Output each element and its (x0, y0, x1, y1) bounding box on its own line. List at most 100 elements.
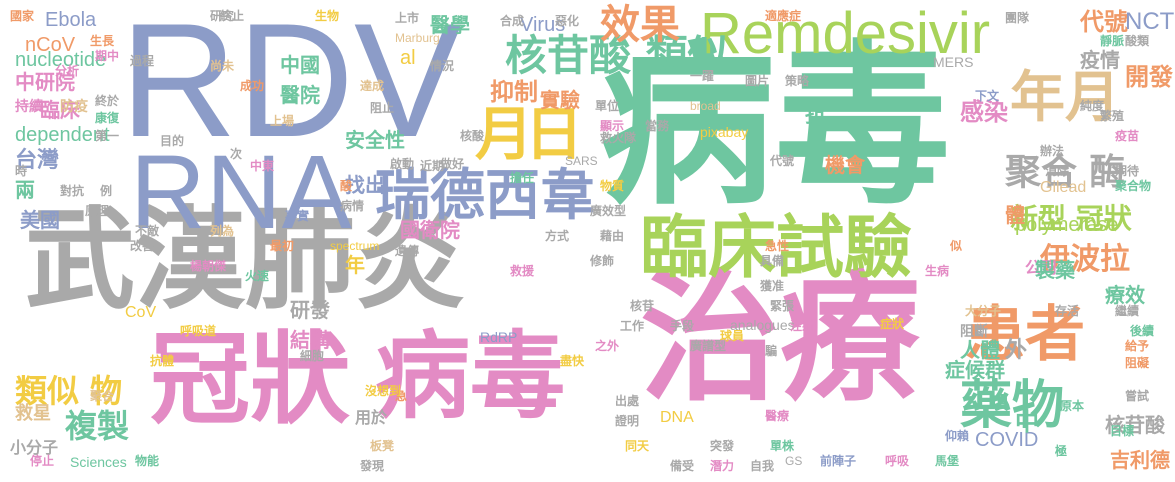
cloud-word: 嘗試 (1125, 390, 1149, 402)
cloud-word: 單位 (595, 100, 619, 112)
cloud-word: 阻止 (370, 102, 394, 114)
cloud-word: 項 (990, 395, 1008, 413)
cloud-word: nCoV (25, 35, 75, 55)
cloud-word: 出處 (615, 395, 639, 407)
cloud-word: 繁殖 (1100, 110, 1124, 122)
cloud-word: 突發 (710, 440, 734, 452)
cloud-word: 球員 (720, 330, 744, 342)
cloud-word: 注射 (790, 320, 814, 332)
cloud-word: 繼續 (1115, 305, 1139, 317)
cloud-word: 酸類 (1125, 35, 1149, 47)
cloud-word: 楊朝傑 (190, 260, 226, 272)
cloud-word: 例 (100, 185, 112, 197)
cloud-word: 達成 (360, 80, 384, 92)
cloud-word: RdRP (480, 330, 517, 344)
cloud-word: 生物 (315, 10, 339, 22)
cloud-word: 自我 (750, 460, 774, 472)
cloud-word: 呼吸 (885, 455, 909, 467)
cloud-word: 馬堡 (935, 455, 959, 467)
cloud-word: MERS (933, 55, 973, 69)
cloud-word: 物能 (135, 455, 159, 467)
cloud-word: 分析 (55, 65, 79, 77)
cloud-word: spectrum (330, 240, 379, 252)
cloud-word: 獲准 (760, 280, 784, 292)
cloud-word: 潛力 (710, 460, 734, 472)
cloud-word: 實驗 (540, 90, 580, 110)
cloud-word: 之外 (595, 340, 619, 352)
cloud-word: 生病 (925, 265, 949, 277)
cloud-word: 消除 (1045, 165, 1069, 177)
cloud-word: 瑞德西韋 (375, 168, 595, 223)
cloud-word: SARS (565, 155, 598, 167)
cloud-word: 發現 (360, 460, 384, 472)
cloud-word: 症候群 (945, 360, 1005, 380)
cloud-word: 上市 (395, 12, 419, 24)
cloud-word: 證明 (615, 415, 639, 427)
cloud-word: 研發 (290, 300, 330, 320)
cloud-word: 第一 (95, 130, 119, 142)
cloud-word: 抑制 (490, 80, 538, 104)
cloud-word: 給予 (1125, 340, 1149, 352)
cloud-word: 感染 (960, 100, 1008, 124)
cloud-word: 大分子 (965, 305, 1001, 317)
cloud-word: 國家 (10, 10, 34, 22)
cloud-word: 年 (345, 255, 365, 275)
cloud-word: 救火隊 (600, 132, 636, 144)
cloud-word: 不敵 (135, 225, 159, 237)
cloud-word: 事實 (285, 210, 309, 222)
cloud-word: 啟動 (390, 158, 414, 170)
cloud-word: 圖片 (745, 75, 769, 87)
cloud-word: 策略 (785, 75, 809, 87)
cloud-word: 療效 (1105, 285, 1145, 305)
cloud-word: 聚合 (90, 390, 114, 402)
cloud-word: 靜脈 (1100, 35, 1124, 47)
cloud-word: 中 (1015, 410, 1039, 434)
cloud-word: 效果 (600, 5, 680, 45)
cloud-word: Gilead (1040, 180, 1086, 196)
cloud-word: 終止 (220, 10, 244, 22)
cloud-word: 改善 (130, 240, 154, 252)
cloud-word: 藥物 (960, 380, 1064, 432)
cloud-word: 似 (950, 240, 962, 252)
cloud-word: 廣效型 (590, 205, 626, 217)
cloud-word: 細胞 (300, 350, 324, 362)
cloud-word: 火速 (245, 270, 269, 282)
cloud-word: 酸 (340, 180, 352, 192)
cloud-word: 防疫 (60, 100, 88, 114)
cloud-word: 目標 (1110, 425, 1134, 437)
cloud-word: 惡化 (555, 15, 579, 27)
cloud-word: 體 (1005, 205, 1025, 225)
cloud-word: 過程 (130, 55, 154, 67)
cloud-word: polymerase (1015, 215, 1118, 235)
cloud-word: 前陣子 (820, 455, 856, 467)
cloud-word: 上場 (270, 115, 294, 127)
cloud-word: 手段 (670, 320, 694, 332)
cloud-word: 核苷 (630, 300, 654, 312)
cloud-word: 代號 (770, 155, 794, 167)
cloud-word: 合成 (500, 15, 524, 27)
cloud-word: 病毒 (375, 330, 565, 425)
cloud-word: 醫院 (280, 85, 320, 105)
cloud-word: 時 (15, 165, 27, 177)
cloud-word: 後續 (1130, 325, 1154, 337)
cloud-word: 抗 (805, 105, 827, 127)
cloud-word: 兩 (15, 180, 35, 200)
cloud-word: 中國 (280, 55, 320, 75)
cloud-word: 仰賴 (945, 430, 969, 442)
cloud-word: 沒想到 (365, 385, 401, 397)
cloud-word: 醫療 (765, 410, 789, 422)
cloud-word: 下文 (975, 90, 999, 102)
cloud-word: 成功 (240, 80, 264, 92)
cloud-word: Sciences (70, 455, 127, 469)
cloud-word: 康復 (95, 112, 119, 124)
cloud-word: 備受 (670, 460, 694, 472)
cloud-word: 開發 (1125, 65, 1173, 89)
cloud-word: al (400, 48, 416, 68)
cloud-word: 單株 (770, 440, 794, 452)
cloud-word: 情況 (430, 60, 454, 72)
cloud-word: 同天 (625, 440, 649, 452)
cloud-word: 方式 (545, 230, 569, 242)
cloud-word: 疫情 (1080, 50, 1120, 70)
cloud-word: 疫苗 (1115, 130, 1139, 142)
cloud-word: Ebola (45, 10, 96, 30)
